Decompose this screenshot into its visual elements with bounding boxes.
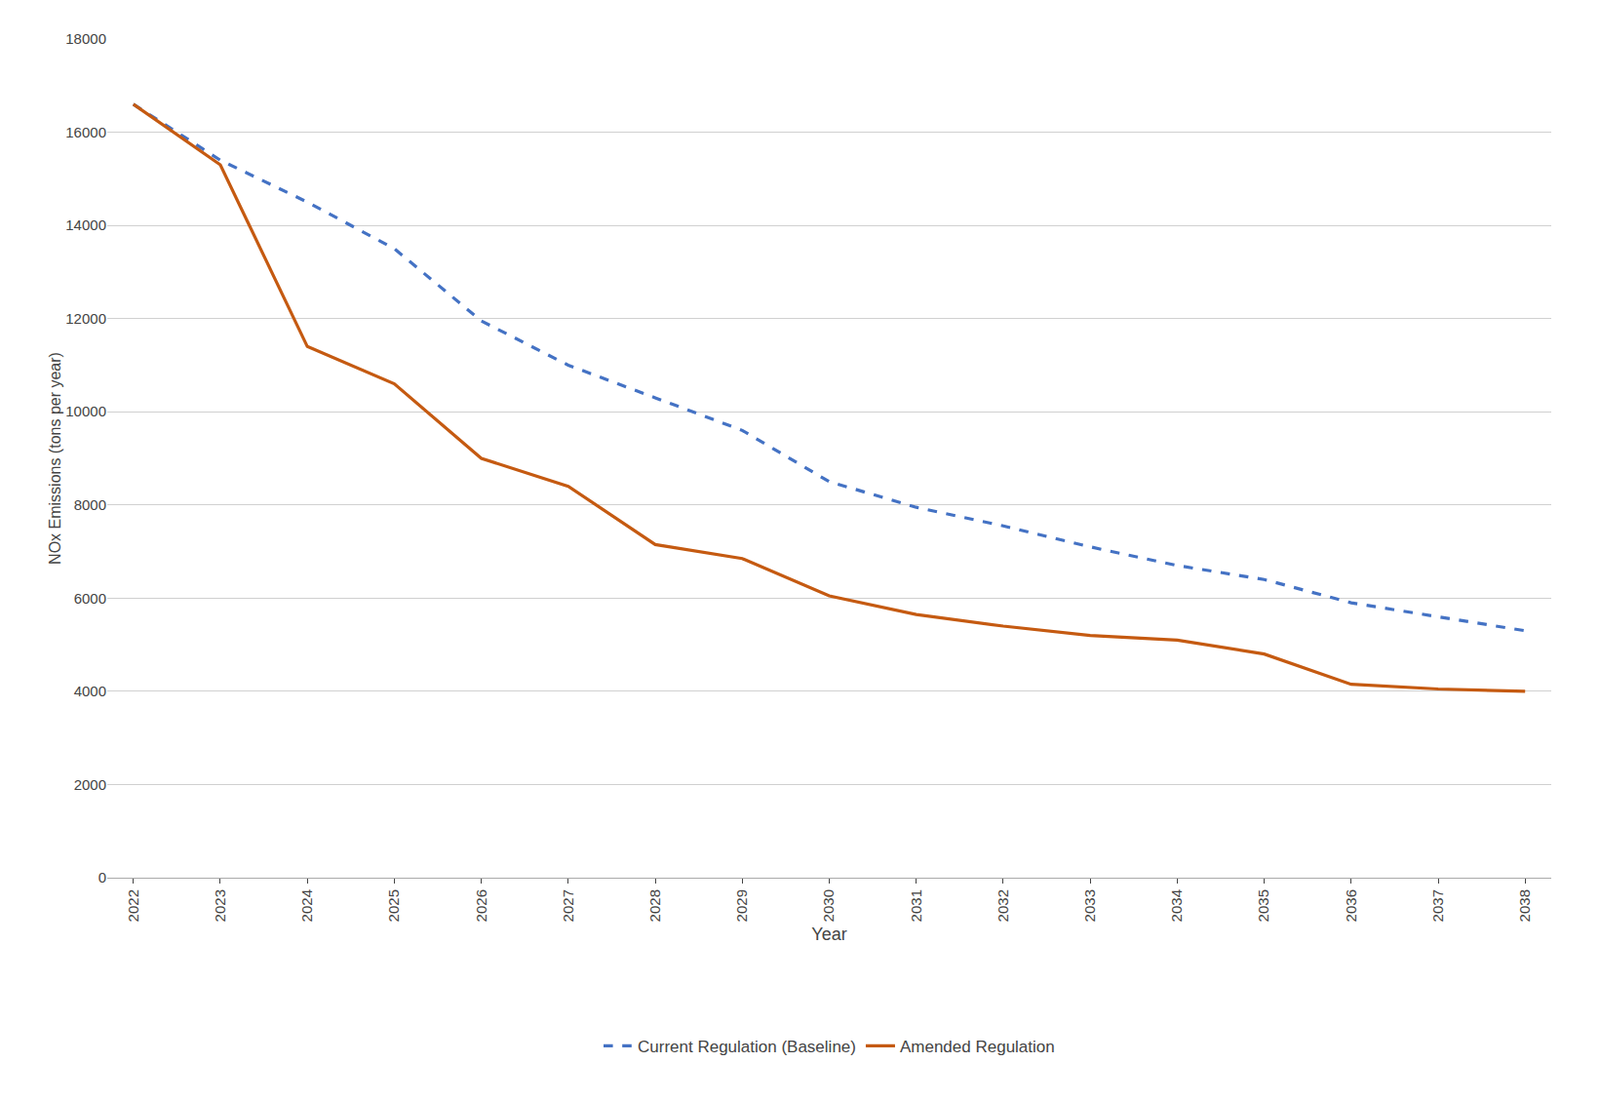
svg-text:4000: 4000 bbox=[74, 682, 107, 700]
svg-text:2027: 2027 bbox=[559, 889, 577, 922]
svg-text:2000: 2000 bbox=[74, 776, 107, 793]
svg-text:18000: 18000 bbox=[65, 30, 107, 47]
svg-text:2026: 2026 bbox=[472, 889, 490, 922]
svg-text:6000: 6000 bbox=[74, 589, 107, 607]
svg-text:2024: 2024 bbox=[298, 889, 315, 922]
svg-text:Amended Regulation: Amended Regulation bbox=[899, 1037, 1055, 1056]
svg-text:0: 0 bbox=[98, 868, 107, 886]
svg-text:2031: 2031 bbox=[907, 889, 925, 922]
svg-text:2037: 2037 bbox=[1429, 889, 1446, 922]
svg-text:2023: 2023 bbox=[211, 889, 229, 922]
svg-text:2029: 2029 bbox=[733, 889, 750, 922]
svg-text:2032: 2032 bbox=[994, 889, 1012, 922]
svg-text:2036: 2036 bbox=[1342, 889, 1360, 922]
svg-text:2025: 2025 bbox=[385, 889, 402, 922]
svg-text:Current Regulation (Baseline): Current Regulation (Baseline) bbox=[637, 1037, 857, 1056]
svg-text:2030: 2030 bbox=[819, 889, 837, 922]
svg-text:2033: 2033 bbox=[1081, 889, 1098, 922]
svg-text:NOx Emissions (tons per year): NOx Emissions (tons per year) bbox=[46, 351, 64, 565]
svg-text:8000: 8000 bbox=[74, 496, 107, 513]
svg-text:Year: Year bbox=[811, 924, 847, 944]
svg-text:2028: 2028 bbox=[646, 889, 664, 922]
svg-text:2022: 2022 bbox=[124, 889, 142, 922]
svg-text:2034: 2034 bbox=[1168, 889, 1185, 922]
svg-text:12000: 12000 bbox=[65, 310, 107, 327]
svg-text:10000: 10000 bbox=[65, 402, 107, 420]
svg-text:2035: 2035 bbox=[1254, 889, 1272, 922]
svg-text:14000: 14000 bbox=[65, 216, 107, 234]
svg-text:2038: 2038 bbox=[1516, 889, 1533, 922]
svg-text:16000: 16000 bbox=[65, 123, 107, 141]
